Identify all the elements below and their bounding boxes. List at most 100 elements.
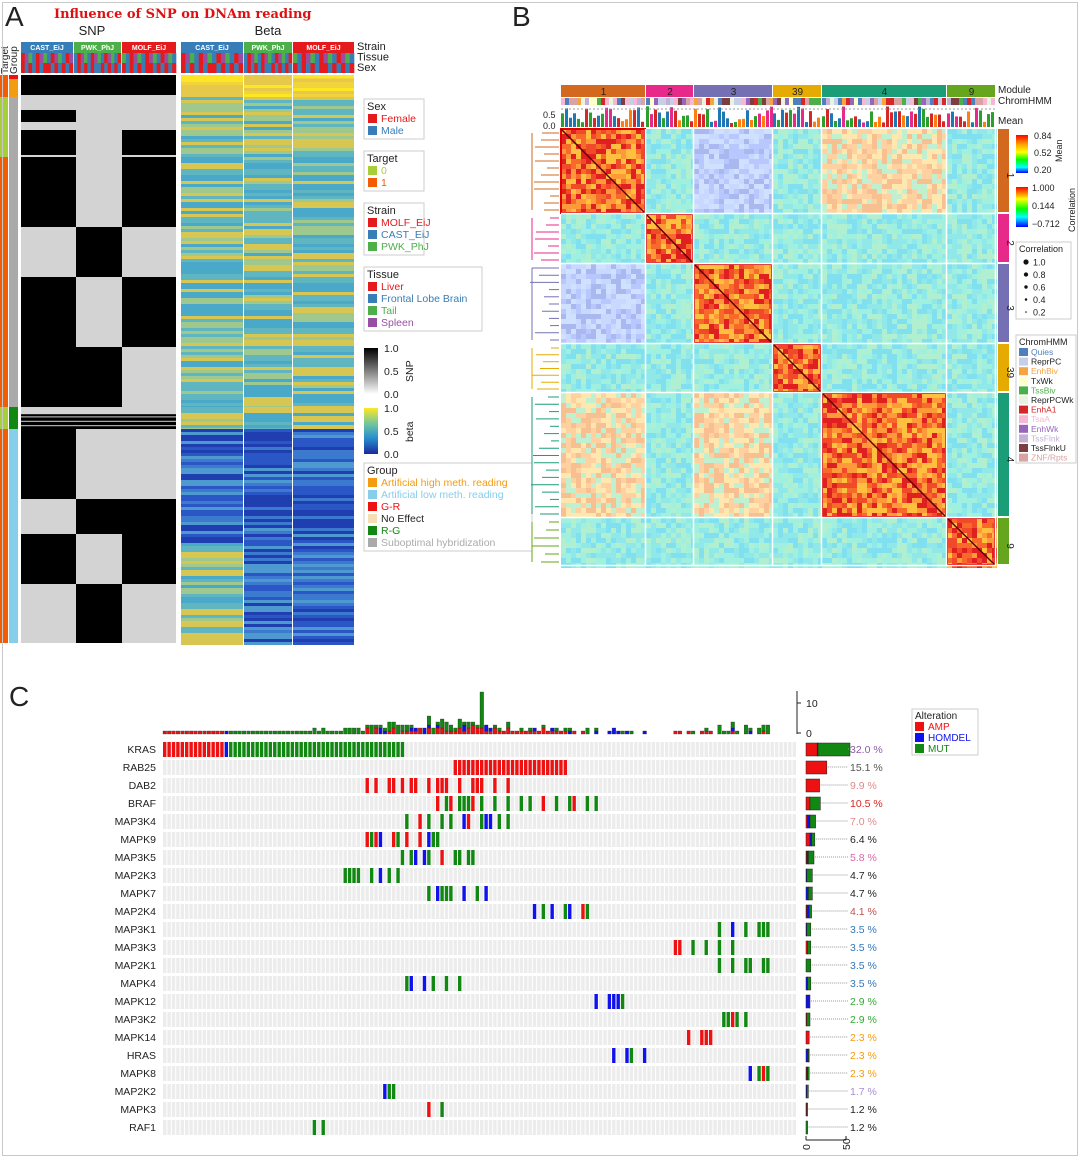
correlation-cell [714, 149, 719, 154]
correlation-cell [813, 284, 818, 289]
beta-value-row [293, 498, 354, 501]
correlation-cell [754, 304, 759, 309]
correlation-cell [616, 344, 621, 349]
correlation-cell [626, 134, 631, 139]
correlation-cell [972, 224, 977, 229]
correlation-cell [636, 324, 641, 329]
tissue-cell [216, 53, 222, 63]
correlation-cell [744, 169, 749, 174]
correlation-cell [927, 199, 932, 204]
correlation-cell [952, 309, 957, 314]
correlation-cell [778, 284, 783, 289]
correlation-cell [783, 324, 788, 329]
correlation-cell [656, 274, 661, 279]
correlation-cell [887, 319, 892, 324]
chromhmm-cell [902, 98, 906, 105]
correlation-cell [947, 249, 952, 254]
correlation-cell [927, 234, 932, 239]
correlation-cell [987, 304, 992, 309]
tissue-cell [50, 53, 55, 63]
correlation-cell [611, 264, 616, 269]
correlation-cell [561, 319, 566, 324]
correlation-cell [744, 284, 749, 289]
correlation-cell [764, 189, 769, 194]
correlation-cell [872, 219, 877, 224]
correlation-cell [962, 204, 967, 209]
correlation-cell [744, 319, 749, 324]
beta-value-row [181, 609, 243, 612]
correlation-cell [759, 334, 764, 339]
beta-value-row [244, 400, 292, 403]
tissue-cell [54, 53, 59, 63]
correlation-cell [571, 149, 576, 154]
beta-value-row [181, 253, 243, 256]
beta-value-row [244, 85, 292, 88]
correlation-cell [616, 299, 621, 304]
correlation-cell [808, 214, 813, 219]
correlation-cell [862, 204, 867, 209]
correlation-cell [661, 249, 666, 254]
snp-value-cell [21, 130, 76, 155]
correlation-cell [671, 234, 676, 239]
correlation-cell [907, 164, 912, 169]
correlation-cell [651, 274, 656, 279]
correlation-cell [882, 204, 887, 209]
correlation-cell [719, 284, 724, 289]
correlation-cell [808, 309, 813, 314]
correlation-cell [704, 244, 709, 249]
correlation-cell [972, 254, 977, 259]
correlation-cell [912, 249, 917, 254]
correlation-cell [917, 294, 922, 299]
correlation-cell [927, 149, 932, 154]
correlation-cell [666, 209, 671, 214]
beta-value-row [293, 462, 354, 465]
beta-value-row [293, 238, 354, 241]
correlation-cell [724, 234, 729, 239]
correlation-cell [734, 314, 739, 319]
correlation-cell [566, 204, 571, 209]
correlation-cell [709, 274, 714, 279]
correlation-cell [992, 134, 997, 139]
tissue-cell [314, 53, 320, 63]
correlation-cell [656, 329, 661, 334]
correlation-cell [872, 229, 877, 234]
correlation-cell [686, 219, 691, 224]
correlation-cell [783, 219, 788, 224]
correlation-cell [571, 269, 576, 274]
correlation-cell [947, 139, 952, 144]
beta-value-row [181, 376, 243, 379]
correlation-cell [862, 174, 867, 179]
beta-value-row [293, 331, 354, 334]
correlation-cell [852, 224, 857, 229]
correlation-cell [586, 279, 591, 284]
correlation-cell [788, 254, 793, 259]
correlation-cell [626, 154, 631, 159]
correlation-cell [571, 219, 576, 224]
beta-value-row [293, 585, 354, 588]
correlation-cell [803, 314, 808, 319]
correlation-cell [822, 314, 827, 319]
correlation-cell [788, 289, 793, 294]
correlation-cell [686, 169, 691, 174]
correlation-cell [982, 189, 987, 194]
correlation-cell [937, 204, 942, 209]
correlation-cell [778, 269, 783, 274]
correlation-cell [636, 364, 641, 369]
snp-value-cell [122, 499, 176, 534]
correlation-cell [571, 214, 576, 219]
correlation-cell [641, 319, 646, 324]
correlation-cell [561, 359, 566, 364]
correlation-cell [822, 224, 827, 229]
correlation-cell [754, 274, 759, 279]
correlation-cell [937, 234, 942, 239]
correlation-cell [778, 309, 783, 314]
correlation-cell [586, 369, 591, 374]
correlation-cell [922, 189, 927, 194]
correlation-cell [596, 279, 601, 284]
beta-value-row [181, 510, 243, 513]
correlation-cell [887, 259, 892, 264]
beta-value-row [244, 585, 292, 588]
correlation-cell [803, 169, 808, 174]
correlation-cell [576, 199, 581, 204]
correlation-cell [877, 219, 882, 224]
